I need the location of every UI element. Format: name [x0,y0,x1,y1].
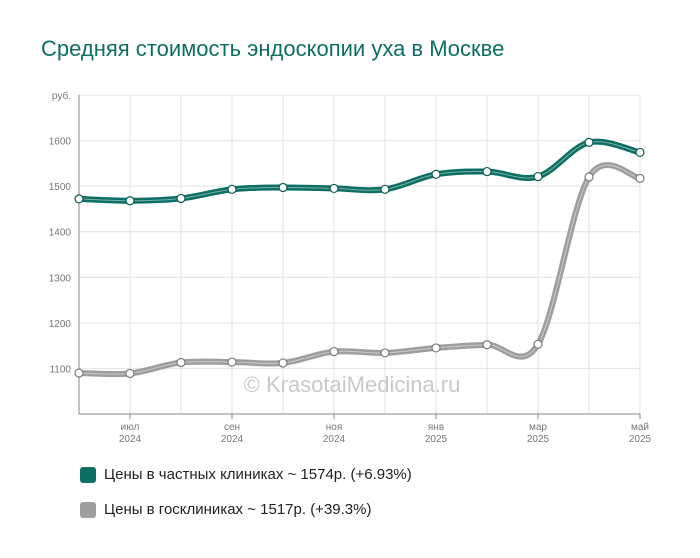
series-line-private [76,138,643,204]
data-point-private [431,169,441,179]
x-tick-label-month: июл [121,422,140,433]
data-point-public [635,173,645,183]
data-point-private [74,194,84,204]
data-point-public [380,348,390,358]
x-tick-label-year: 2025 [425,434,448,445]
x-tick-label-year: 2024 [119,434,142,445]
data-point-private [380,184,390,194]
y-tick-label: 1600 [49,137,72,148]
y-tick-label: 1300 [49,273,72,284]
legend-swatch-private [80,466,96,483]
data-point-private [584,137,594,147]
x-tick-label-month: янв [428,422,444,433]
data-point-private [533,171,543,182]
chart-title: Средняя стоимость эндоскопии уха в Москв… [41,36,505,61]
x-tick-label-month: ноя [326,422,343,433]
y-tick-label: 1100 [49,364,71,375]
data-point-private [278,182,288,193]
watermark-text: © KrasotaiMedicina.ru [244,372,461,397]
data-point-public [482,340,492,350]
data-point-private [125,196,135,206]
x-tick-label-year: 2025 [527,434,550,445]
data-point-public [278,358,288,368]
data-point-private [482,166,492,177]
data-point-public [74,368,84,378]
x-tick-label-year: 2024 [221,434,244,445]
y-tick-label: 1200 [49,319,72,330]
y-axis-unit-label: руб. [52,90,71,102]
x-tick-label-month: мар [529,422,547,433]
series-line-public [76,162,643,378]
x-tick-label-month: май [631,422,649,433]
data-point-public [584,172,594,182]
legend-label-private: Цены в частных клиниках ~ 1574р. (+6.93%… [104,466,412,483]
y-tick-label: 1500 [49,182,72,193]
data-point-private [329,183,339,194]
data-point-private [635,147,645,158]
legend-label-public: Цены в госклиниках ~ 1517р. (+39.3%) [104,501,372,518]
legend-item-public[interactable]: Цены в госклиниках ~ 1517р. (+39.3%) [80,501,371,518]
series-line-highlight-public [78,164,641,375]
data-point-private [176,193,186,204]
data-point-public [227,357,237,367]
legend-item-private[interactable]: Цены в частных клиниках ~ 1574р. (+6.93%… [80,466,412,483]
x-tick-label-month: сен [224,422,240,433]
data-point-private [227,184,237,194]
data-point-public [533,339,543,349]
legend-swatch-public [80,501,96,518]
x-tick-label-year: 2024 [323,434,346,445]
x-tick-label-year: 2025 [629,434,652,445]
data-point-public [431,343,441,353]
data-point-public [125,368,135,379]
data-point-public [176,357,186,368]
y-tick-label: 1400 [49,228,72,239]
data-point-public [329,346,339,357]
